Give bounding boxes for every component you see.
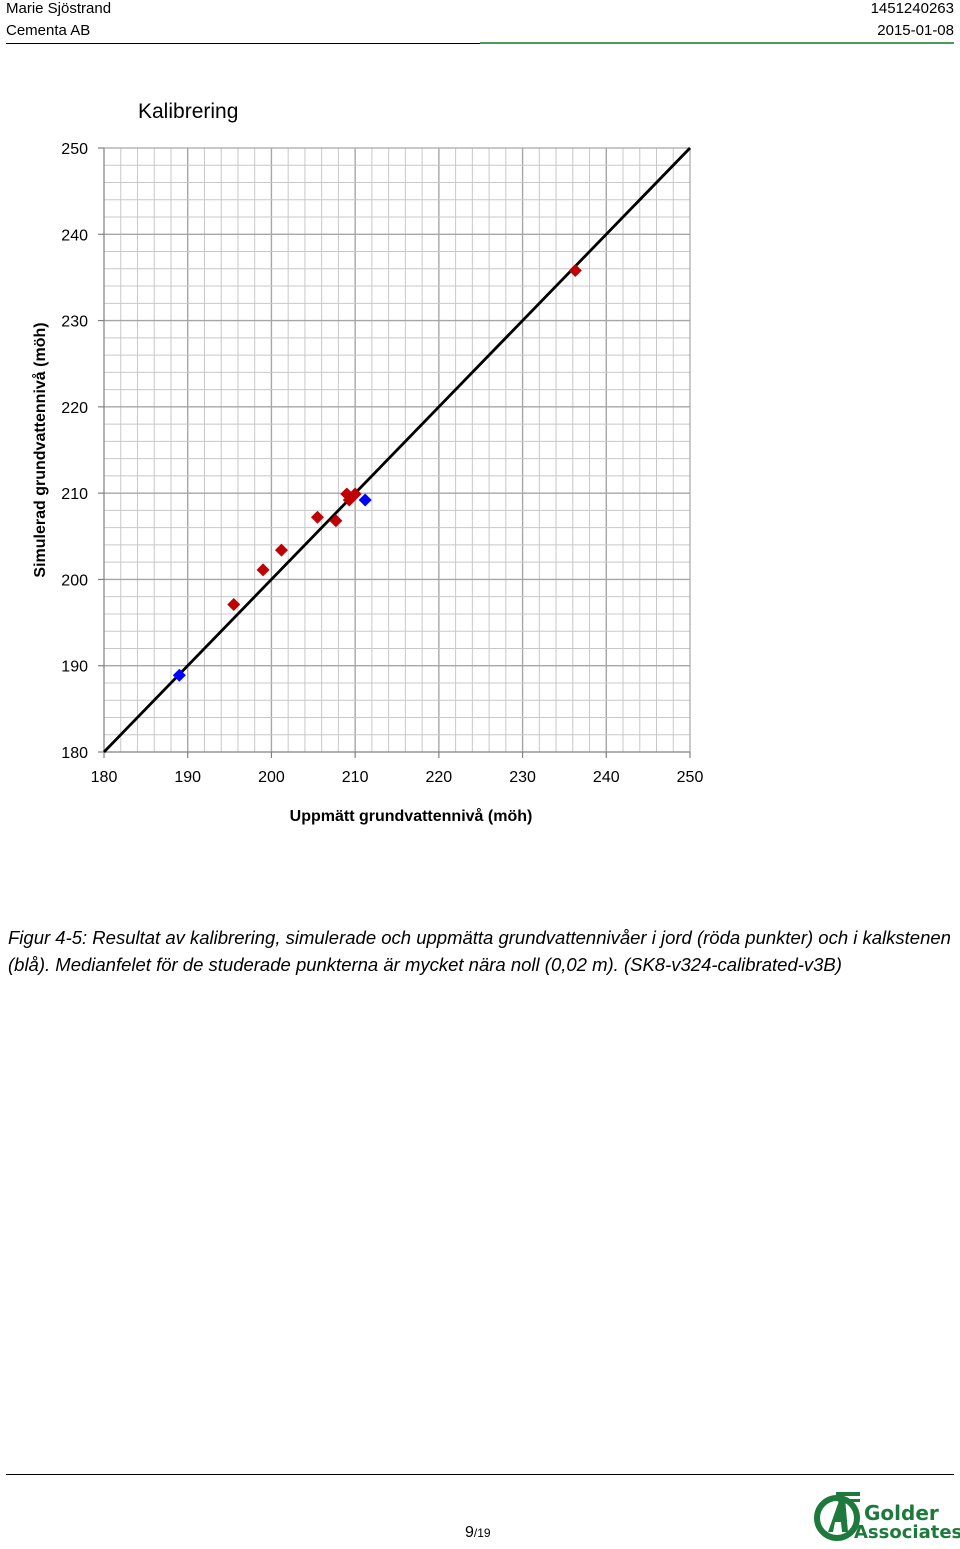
chart-tick-labels: 180 190 200 210 220 230 240 250 180 190 200 210 220 2… [61, 141, 703, 786]
data-point [568, 264, 582, 278]
logo-text-line1: Golder [864, 1501, 939, 1525]
x-tick-label: 250 [677, 769, 704, 786]
x-axis-label: Uppmätt grundvattennivå (möh) [290, 807, 533, 825]
x-tick-label: 200 [258, 769, 285, 786]
page-number: 9/19 [465, 1524, 491, 1542]
y-tick-label: 180 [61, 745, 88, 762]
reference-line [102, 147, 692, 753]
header-company: Cementa AB [6, 22, 91, 39]
figure-caption: Figur 4-5: Resultat av kalibrering, simu… [8, 927, 951, 975]
chart-reference-line [102, 147, 692, 753]
header-doc-number: 1451240263 [870, 0, 954, 17]
header-date: 2015-01-08 [877, 22, 954, 39]
x-tick-label: 180 [91, 769, 118, 786]
x-tick-label: 210 [342, 769, 369, 786]
header-divider-accent [480, 42, 954, 44]
logo-text-line2: Associates [854, 1522, 960, 1543]
chart-grid [104, 147, 691, 752]
x-tick-label: 240 [593, 769, 620, 786]
y-tick-label: 250 [61, 141, 88, 158]
data-point [348, 487, 362, 501]
y-tick-label: 210 [61, 486, 88, 503]
y-tick-label: 200 [61, 572, 88, 589]
y-tick-label: 220 [61, 400, 88, 417]
data-point [310, 510, 324, 524]
y-axis-label: Simulerad grundvattennivå (möh) [31, 322, 49, 577]
y-tick-label: 230 [61, 314, 88, 331]
data-point [329, 514, 343, 528]
page-total: /19 [473, 1526, 491, 1540]
data-point [274, 543, 288, 557]
y-tick-label: 240 [61, 227, 88, 244]
data-point [256, 563, 270, 577]
golder-logo: Golder Associates [814, 1488, 960, 1544]
x-tick-label: 190 [174, 769, 201, 786]
chart-axes [98, 147, 691, 758]
data-point [358, 493, 372, 507]
x-tick-label: 220 [426, 769, 453, 786]
y-tick-label: 190 [61, 659, 88, 676]
x-tick-label: 230 [509, 769, 536, 786]
data-point [172, 668, 186, 682]
footer-divider [6, 1474, 954, 1475]
chart-points [172, 264, 582, 682]
calibration-chart: 180 190 200 210 220 230 240 250 180 190 200 210 220 2… [31, 100, 703, 825]
chart-title: Kalibrering [138, 100, 238, 123]
golder-logo-icon [814, 1492, 860, 1541]
data-point [227, 597, 241, 611]
header-author: Marie Sjöstrand [6, 0, 112, 17]
page-current: 9 [465, 1524, 474, 1541]
